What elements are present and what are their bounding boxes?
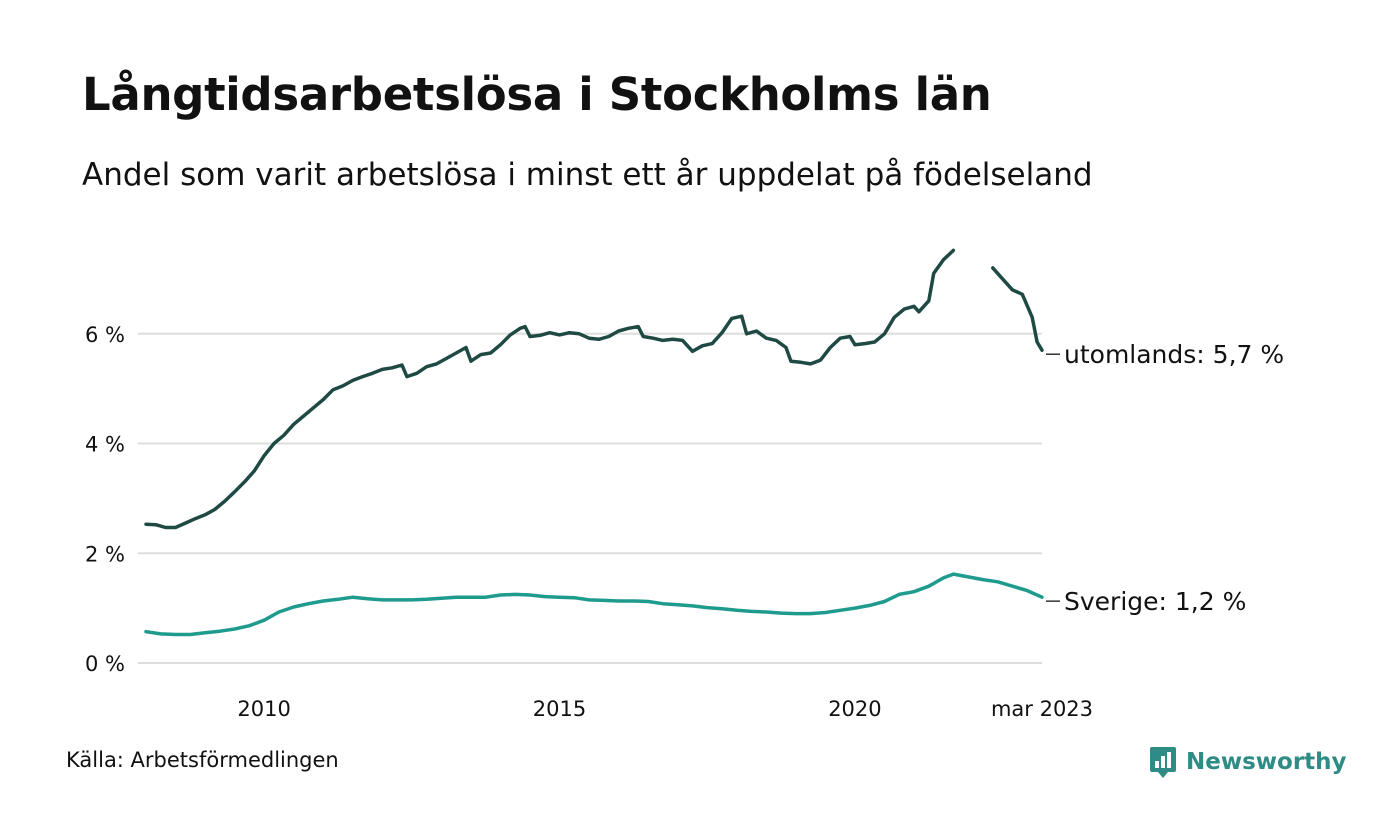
x-tick-label: mar 2023 [991,697,1093,721]
y-tick-label: 4 % [85,433,125,457]
series-end-labels: utomlands: 5,7 % Sverige: 1,2 % [1046,340,1284,616]
series-line-utomlands [144,248,1044,530]
newsworthy-logo-icon [1150,747,1176,778]
series-end-label: utomlands: 5,7 % [1064,340,1284,369]
source-note: Källa: Arbetsförmedlingen [66,748,339,772]
x-tick-label: 2015 [533,697,586,721]
x-axis: 2010 2015 2020 mar 2023 [237,697,1093,721]
y-axis: 0 % 2 % 4 % 6 % [85,323,125,676]
x-tick-label: 2010 [237,697,290,721]
chart-title: Långtidsarbetslösa i Stockholms län [82,68,992,121]
series-line-sverige [144,572,1044,637]
y-tick-label: 0 % [85,652,125,676]
gridlines [138,332,1042,664]
series-lines [144,248,1044,637]
chart-subtitle: Andel som varit arbetslösa i minst ett å… [82,157,1093,193]
brand[interactable]: Newsworthy [1148,744,1347,780]
brand-name: Newsworthy [1186,749,1347,775]
y-tick-label: 2 % [85,542,125,566]
line-chart: 0 % 2 % 4 % 6 % 2010 2015 2020 mar 2023 utomla… [85,248,1284,721]
x-tick-label: 2020 [828,697,881,721]
y-tick-label: 6 % [85,323,125,347]
series-end-label: Sverige: 1,2 % [1064,587,1246,616]
